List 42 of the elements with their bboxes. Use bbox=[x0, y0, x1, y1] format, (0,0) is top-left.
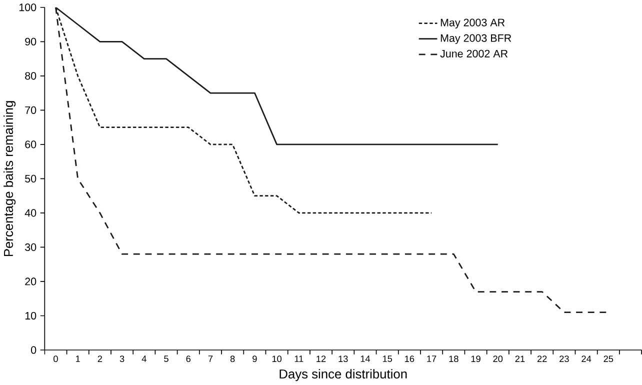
y-tick-label: 40 bbox=[24, 209, 36, 217]
x-tick-label: 1 bbox=[76, 356, 80, 362]
x-tick-label: 18 bbox=[449, 356, 458, 362]
x-tick-label: 10 bbox=[272, 356, 282, 362]
x-tick-label: 8 bbox=[230, 356, 235, 362]
x-tick-label: 6 bbox=[186, 356, 191, 362]
y-tick-label: 30 bbox=[25, 244, 36, 252]
y-tick-label: 0 bbox=[31, 346, 36, 354]
y-tick-label: 50 bbox=[25, 175, 36, 183]
x-tick-label: 22 bbox=[537, 356, 547, 362]
y-tick-label: 80 bbox=[25, 72, 36, 80]
y-axis-title: Percentage baits remaining bbox=[4, 101, 16, 256]
x-tick-label: 4 bbox=[142, 356, 146, 362]
x-tick-label: 9 bbox=[252, 356, 257, 362]
x-tick-label: 13 bbox=[338, 356, 348, 362]
y-tick-label: 90 bbox=[25, 38, 36, 46]
x-tick-label: 3 bbox=[120, 356, 124, 362]
legend-label: May 2003 AR bbox=[440, 18, 505, 29]
y-tick-label: 100 bbox=[19, 4, 36, 12]
y-tick-label: 20 bbox=[25, 278, 36, 286]
x-tick-label: 11 bbox=[294, 356, 304, 362]
x-tick-label: 23 bbox=[560, 356, 569, 362]
x-tick-label: 17 bbox=[427, 356, 436, 362]
x-tick-label: 12 bbox=[316, 356, 326, 362]
x-tick-label: 15 bbox=[382, 356, 392, 362]
x-tick-label: 24 bbox=[582, 356, 592, 362]
x-tick-label: 19 bbox=[471, 356, 480, 362]
x-tick-label: 2 bbox=[98, 356, 102, 362]
legend-label: June 2002 AR bbox=[440, 50, 508, 58]
x-axis-title: Days since distribution bbox=[280, 369, 407, 382]
x-tick-label: 7 bbox=[208, 356, 213, 362]
x-tick-label: 25 bbox=[604, 356, 614, 362]
x-tick-label: 21 bbox=[515, 356, 525, 362]
x-tick-label: 5 bbox=[164, 356, 168, 362]
y-tick-label: 70 bbox=[25, 106, 36, 114]
y-tick-label: 10 bbox=[25, 312, 36, 320]
x-tick-label: 14 bbox=[360, 356, 370, 362]
legend-label: May 2003 BFR bbox=[440, 34, 512, 44]
y-tick-label: 60 bbox=[25, 140, 36, 148]
x-tick-label: 0 bbox=[54, 356, 58, 362]
x-tick-label: 20 bbox=[493, 356, 503, 362]
x-tick-label: 16 bbox=[405, 356, 414, 362]
